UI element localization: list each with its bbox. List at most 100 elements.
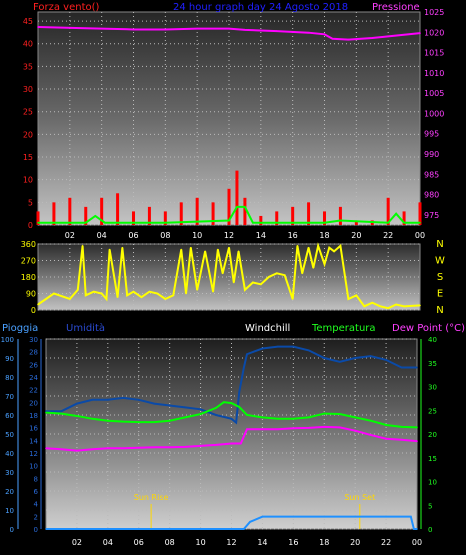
humidity-point bbox=[238, 391, 241, 394]
pressure-point bbox=[244, 29, 246, 31]
pressure-point bbox=[164, 28, 167, 31]
wind-gust-point bbox=[387, 221, 389, 224]
wind-gust-point bbox=[164, 221, 167, 224]
dewpoint-point bbox=[369, 434, 372, 436]
temperature-tick-label: 5 bbox=[428, 502, 432, 510]
humidity-tick-label: 24 bbox=[29, 374, 38, 382]
pressure-point bbox=[403, 33, 405, 36]
pressure-line bbox=[37, 26, 421, 41]
pressure-point bbox=[307, 31, 310, 34]
humidity-point bbox=[215, 414, 217, 416]
temperature-point bbox=[385, 424, 387, 426]
temperature-point bbox=[416, 426, 418, 429]
wind-direction-point bbox=[180, 248, 183, 251]
panel1-right-tick-label: 1000 bbox=[424, 109, 444, 118]
wind-direction-point bbox=[81, 245, 84, 247]
temperature-tick-label: 25 bbox=[428, 407, 437, 415]
panel1-x-tick-label: 06 bbox=[128, 231, 138, 240]
rain-tick-label: 0 bbox=[10, 526, 14, 534]
wind-direction-point bbox=[105, 298, 108, 300]
humidity-tick-label: 28 bbox=[29, 349, 38, 357]
panel2-compass-letter: N bbox=[436, 239, 443, 250]
humidity-tick-label: 26 bbox=[29, 361, 38, 369]
wind-gust-point bbox=[94, 215, 97, 217]
panel3-x-tick-label: 20 bbox=[350, 538, 360, 547]
rain-tick-label: 70 bbox=[5, 393, 14, 401]
panel1-title: 24 hour graph day 24 Agosto 2018 bbox=[173, 2, 348, 13]
temperature-point bbox=[277, 418, 279, 420]
pressure-point bbox=[371, 37, 374, 39]
rain-point bbox=[413, 528, 415, 530]
panel1-right-tick-label: 1020 bbox=[424, 28, 444, 37]
pressure-point bbox=[347, 38, 350, 41]
dewpoint-point bbox=[277, 428, 279, 431]
rain-tick-label: 60 bbox=[5, 412, 14, 420]
wind-direction-point bbox=[371, 301, 374, 304]
humidity-point bbox=[354, 357, 356, 359]
wind-direction-point bbox=[228, 246, 230, 249]
rain-tick-label: 90 bbox=[5, 355, 14, 363]
wind-direction-point bbox=[53, 292, 55, 295]
panel3-x-tick-label: 16 bbox=[288, 538, 298, 547]
temperature-point bbox=[60, 412, 63, 415]
rain-tick-label: 100 bbox=[1, 336, 14, 344]
humidity-point bbox=[292, 345, 295, 348]
rain-axis-label: Pioggia bbox=[2, 323, 38, 334]
rain-point bbox=[243, 528, 245, 530]
panel3-x-tick-label: 10 bbox=[195, 538, 205, 547]
humidity-point bbox=[91, 399, 94, 401]
panel1-left-tick-label: 5 bbox=[28, 198, 33, 207]
wind-direction-point bbox=[323, 263, 326, 265]
wind-gust-point bbox=[228, 219, 230, 222]
panel1-right-tick-label: 980 bbox=[424, 191, 439, 200]
rain-tick-label: 20 bbox=[5, 488, 14, 496]
panel1-series bbox=[36, 26, 422, 225]
rain-tick-label: 50 bbox=[5, 431, 14, 439]
wind-gust-point bbox=[419, 221, 421, 224]
panel3-series bbox=[45, 345, 418, 530]
dewpoint-point bbox=[137, 446, 140, 449]
panel3-x-tick-labels: 02 04 06 08 10 12 14 16 18 20 22 00 bbox=[72, 538, 422, 547]
dewpoint-point bbox=[45, 447, 47, 450]
rain-tick-label: 10 bbox=[5, 507, 14, 515]
pressure-point bbox=[196, 27, 198, 30]
wind-direction-point bbox=[84, 294, 87, 297]
panel1-left-tick-label: 0 bbox=[28, 221, 33, 230]
humidity-tick-label: 0 bbox=[34, 526, 38, 534]
dewpoint-point bbox=[107, 447, 109, 450]
wind-gust-point bbox=[403, 221, 405, 224]
temperature-point bbox=[246, 414, 248, 416]
panel1-right-tick-label: 1025 bbox=[424, 8, 444, 17]
temperature-humidity-panel: Pioggia Umidità Windchill Temperatura De… bbox=[1, 322, 465, 547]
wind-gust-point bbox=[395, 212, 397, 215]
panel1-x-tick-label: 08 bbox=[160, 231, 170, 240]
dewpoint-line bbox=[45, 425, 418, 452]
temperature-tick-label: 35 bbox=[428, 360, 437, 368]
temperature-point bbox=[222, 401, 225, 403]
panel1-right-tick-label: 1015 bbox=[424, 49, 444, 58]
humidity-tick-label: 14 bbox=[29, 437, 38, 445]
wind-direction-point bbox=[92, 290, 95, 293]
panel3-plot-area bbox=[45, 338, 418, 530]
sun-annotation-label: Sun Rise bbox=[134, 493, 169, 502]
temperature-point bbox=[230, 402, 233, 404]
humidity-point bbox=[277, 345, 279, 348]
wind-direction-point bbox=[296, 245, 299, 247]
sun-annotation-label: Sun Set bbox=[344, 493, 375, 502]
wind-direction-point bbox=[403, 305, 405, 308]
rain-point bbox=[354, 515, 356, 518]
humidity-point bbox=[338, 361, 341, 363]
panel2-compass-letter: S bbox=[437, 272, 443, 283]
dewpoint-point bbox=[354, 429, 356, 432]
dewpoint-point bbox=[416, 440, 418, 442]
panel3-x-tick-label: 04 bbox=[103, 538, 113, 547]
dewpoint-point bbox=[292, 427, 295, 430]
dewpoint-point bbox=[323, 426, 326, 428]
humidity-tick-label: 4 bbox=[34, 501, 39, 509]
temperature-tick-label: 30 bbox=[428, 384, 437, 392]
wind-direction-point bbox=[387, 307, 389, 309]
panel2-left-tick-label: 180 bbox=[21, 273, 36, 282]
wind-direction-point bbox=[307, 246, 310, 249]
